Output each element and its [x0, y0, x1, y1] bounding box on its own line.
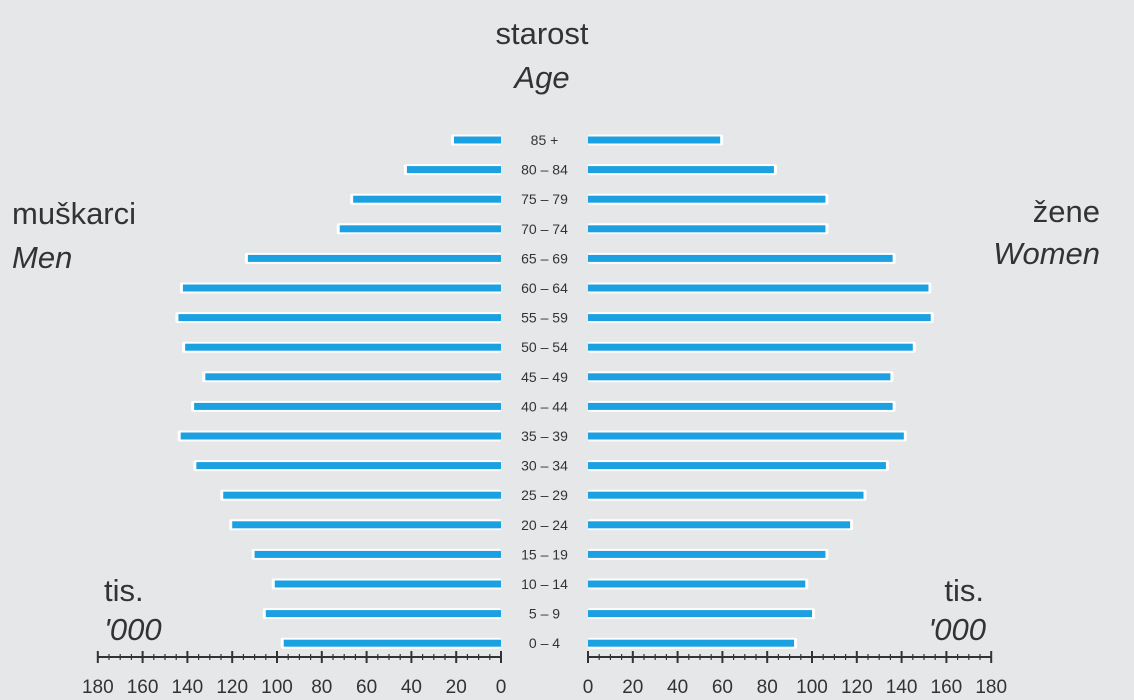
age-group-label: 60 – 64: [521, 280, 568, 296]
men-x-tick-label: 120: [216, 677, 248, 698]
women-bar: [588, 580, 806, 588]
women-bar: [588, 195, 826, 203]
women-bar: [588, 166, 774, 174]
men-bar: [453, 136, 501, 144]
men-x-tick-label: 180: [82, 677, 114, 698]
left-unit-local: tis.: [104, 573, 144, 608]
men-x-tick-label: 20: [446, 677, 467, 698]
women-bar: [588, 343, 913, 351]
women-x-tick-label: 100: [796, 677, 828, 698]
left-title-english: Men: [12, 240, 73, 275]
age-group-label: 50 – 54: [521, 339, 568, 355]
age-group-label: 80 – 84: [521, 162, 568, 178]
women-x-tick-label: 0: [583, 677, 594, 698]
age-group-label: 0 – 4: [529, 635, 560, 651]
men-x-tick-label: 0: [496, 677, 507, 698]
age-group-label: 35 – 39: [521, 428, 568, 444]
left-unit-english: '000: [104, 612, 162, 647]
age-group-label: 10 – 14: [521, 576, 568, 592]
women-bar: [588, 462, 886, 470]
age-group-label: 15 – 19: [521, 546, 568, 562]
age-group-label: 70 – 74: [521, 221, 568, 237]
women-x-tick-label: 20: [622, 677, 643, 698]
women-bar: [588, 136, 721, 144]
men-x-tick-label: 100: [261, 677, 293, 698]
men-x-tick-label: 140: [172, 677, 204, 698]
women-x-tick-label: 140: [886, 677, 918, 698]
women-bar: [588, 550, 826, 558]
women-x-tick-label: 60: [712, 677, 733, 698]
women-bar: [588, 402, 893, 410]
women-x-tick-label: 120: [841, 677, 873, 698]
age-group-label: 45 – 49: [521, 369, 568, 385]
women-bar: [588, 373, 891, 381]
men-bar: [247, 254, 501, 262]
women-bar: [588, 491, 864, 499]
men-x-tick-label: 40: [401, 677, 422, 698]
men-bar: [182, 284, 502, 292]
women-bar: [588, 610, 812, 618]
men-bar: [194, 402, 501, 410]
age-group-label: 20 – 24: [521, 517, 568, 533]
men-bar: [180, 432, 501, 440]
age-group-label: 30 – 34: [521, 458, 568, 474]
men-bar: [223, 491, 502, 499]
age-group-label: 85 +: [531, 132, 559, 148]
women-x-tick-label: 180: [975, 677, 1007, 698]
men-x-tick-label: 80: [311, 677, 332, 698]
women-bar: [588, 254, 893, 262]
men-bar: [185, 343, 501, 351]
women-bar: [588, 432, 904, 440]
men-bar: [178, 314, 501, 322]
men-bar: [353, 195, 501, 203]
men-bar: [232, 521, 501, 529]
right-title-english: Women: [993, 236, 1100, 271]
men-x-tick-label: 160: [127, 677, 159, 698]
women-x-tick-label: 160: [931, 677, 963, 698]
men-bar: [196, 462, 502, 470]
center-title-english: Age: [514, 60, 570, 95]
age-group-label: 5 – 9: [529, 606, 560, 622]
right-unit-local: tis.: [944, 573, 984, 608]
age-group-label: 75 – 79: [521, 191, 568, 207]
age-group-label: 55 – 59: [521, 310, 568, 326]
men-bar: [283, 639, 501, 647]
women-bar: [588, 639, 795, 647]
women-bar: [588, 521, 851, 529]
women-bar: [588, 314, 931, 322]
women-bar: [588, 284, 929, 292]
men-bar: [406, 166, 501, 174]
men-x-tick-label: 60: [356, 677, 377, 698]
men-bar: [205, 373, 501, 381]
center-title-local: starost: [495, 16, 589, 51]
age-group-label: 25 – 29: [521, 487, 568, 503]
women-bar: [588, 225, 826, 233]
men-bar: [265, 610, 501, 618]
age-group-label: 65 – 69: [521, 250, 568, 266]
right-unit-english: '000: [928, 612, 986, 647]
left-title-local: muškarci: [12, 196, 137, 231]
men-bar: [339, 225, 501, 233]
women-x-tick-label: 80: [757, 677, 778, 698]
men-bar: [274, 580, 501, 588]
women-x-tick-label: 40: [667, 677, 688, 698]
age-group-label: 40 – 44: [521, 398, 568, 414]
men-bar: [254, 550, 501, 558]
right-title-local: žene: [1032, 194, 1100, 229]
